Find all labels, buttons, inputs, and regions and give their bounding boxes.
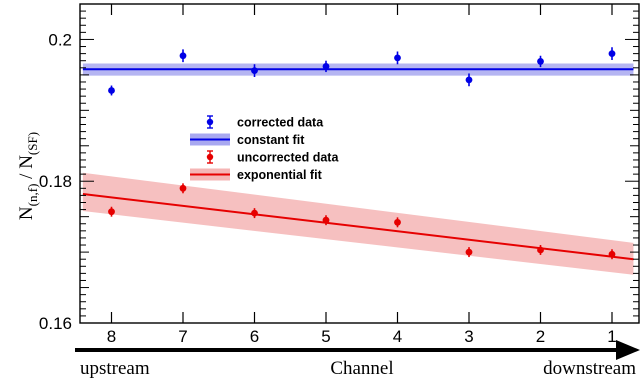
data-points bbox=[108, 47, 616, 260]
x-tick-label: 8 bbox=[107, 327, 116, 346]
y-label-n1: N bbox=[16, 206, 37, 220]
x-axis-title: Channel bbox=[330, 358, 393, 379]
arrow-head bbox=[616, 340, 640, 360]
y-label-sub2: (SF) bbox=[25, 132, 40, 155]
legend-label: corrected data bbox=[237, 116, 324, 130]
x-tick-label: 1 bbox=[607, 327, 616, 346]
x-tick-label: 3 bbox=[464, 327, 473, 346]
legend: corrected data constant fit uncorrected da… bbox=[190, 115, 339, 182]
fit-line-1 bbox=[82, 192, 634, 261]
data-point bbox=[251, 209, 258, 217]
data-point bbox=[251, 67, 258, 75]
data-point bbox=[108, 87, 115, 94]
data-point bbox=[394, 218, 401, 226]
x-tick-label: 2 bbox=[536, 327, 545, 346]
legend-marker bbox=[206, 153, 214, 161]
data-point bbox=[322, 62, 330, 70]
y-label-sep: / bbox=[16, 169, 37, 184]
data-point bbox=[394, 54, 401, 62]
data-point bbox=[322, 216, 330, 224]
channel-arrow: upstream Channel downstream bbox=[75, 340, 640, 379]
upstream-label: upstream bbox=[80, 358, 150, 379]
y-tick-label: 0.18 bbox=[39, 172, 72, 191]
x-tick-label: 7 bbox=[178, 327, 187, 346]
y-tick-label: 0.2 bbox=[48, 30, 72, 49]
fit-bands bbox=[82, 63, 634, 275]
x-tick-label: 4 bbox=[393, 327, 402, 346]
plot-frame bbox=[79, 3, 640, 324]
data-point bbox=[465, 76, 473, 84]
data-point bbox=[465, 248, 473, 256]
fit-band-1 bbox=[82, 172, 634, 275]
data-point bbox=[537, 246, 544, 254]
data-point bbox=[179, 184, 187, 192]
x-tick-label: 6 bbox=[250, 327, 259, 346]
data-point bbox=[179, 52, 187, 60]
x-tick-label: 5 bbox=[321, 327, 330, 346]
legend-label: uncorrected data bbox=[237, 151, 339, 165]
y-label-n2: N bbox=[16, 155, 37, 169]
data-point bbox=[608, 250, 616, 258]
data-point bbox=[108, 208, 115, 216]
data-point bbox=[608, 50, 616, 58]
legend-label: exponential fit bbox=[237, 168, 323, 182]
axis-ticks: 8 7 6 5 4 3 2 1 0.16 0.18 0.2 bbox=[39, 3, 639, 346]
y-axis-label: N(n,f) / N(SF) bbox=[16, 132, 40, 220]
y-label-sub1: (n,f) bbox=[25, 184, 40, 207]
data-point bbox=[537, 58, 544, 65]
downstream-label: downstream bbox=[543, 358, 636, 379]
svg-text:N(n,f) / N(SF): N(n,f) / N(SF) bbox=[16, 132, 40, 220]
legend-marker bbox=[206, 118, 214, 126]
y-tick-label: 0.16 bbox=[39, 314, 72, 333]
legend-label: constant fit bbox=[237, 133, 305, 147]
